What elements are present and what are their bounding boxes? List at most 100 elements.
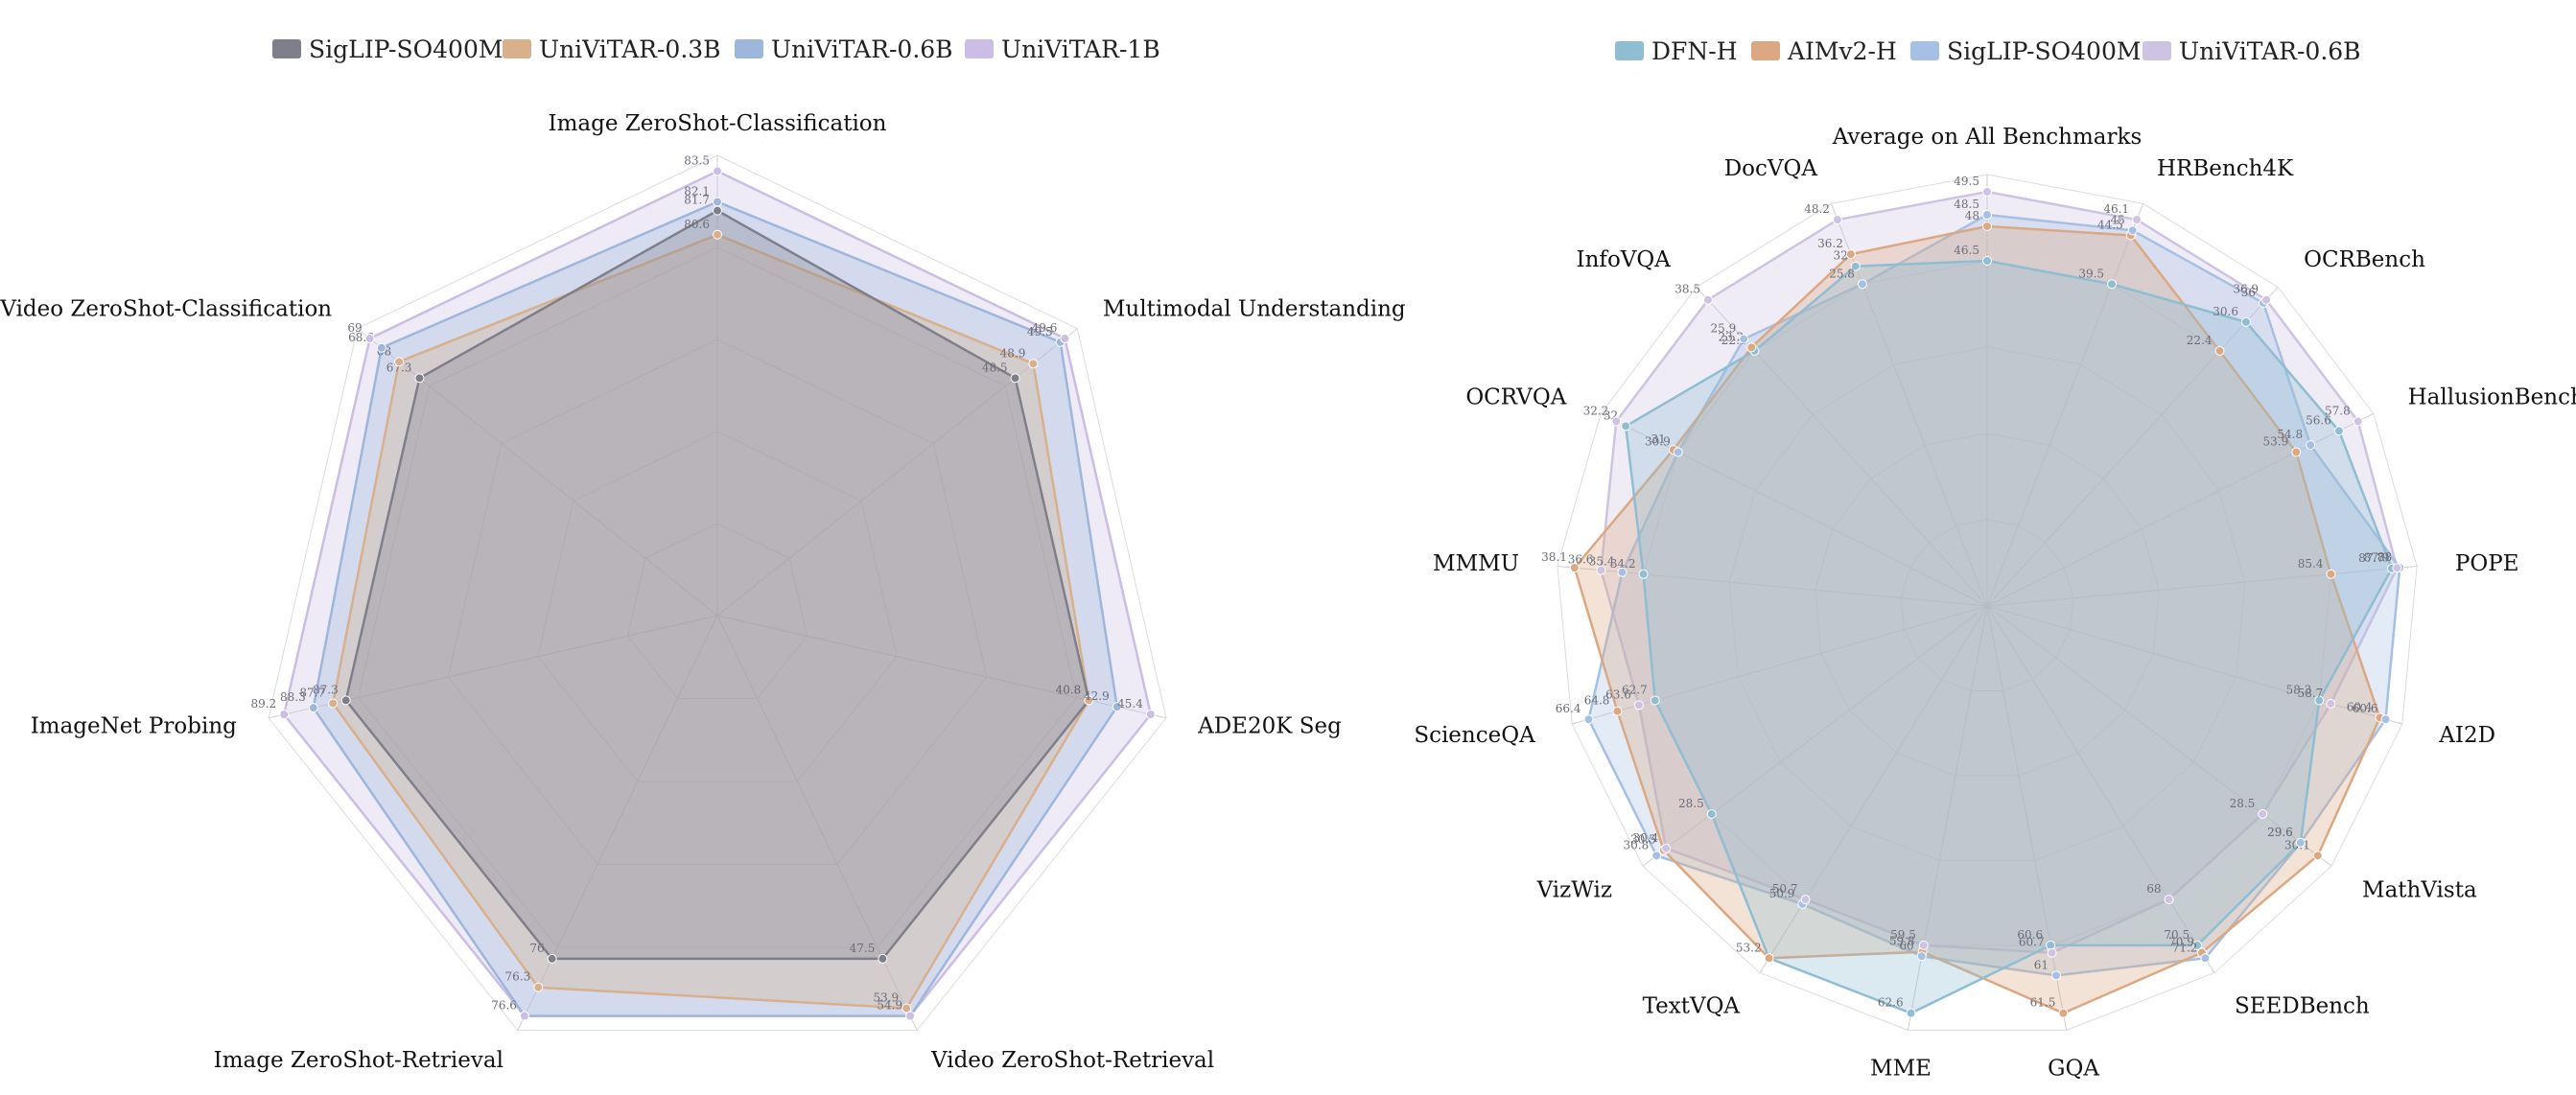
left-point-univitar-0-6b-image-zeroshot-classification[interactable]	[713, 197, 722, 207]
right-axis-label-vizwiz: VizWiz	[1536, 877, 1612, 902]
right-point-dfn-h-average-on-all-benchmarks[interactable]	[1982, 256, 1992, 266]
right-point-univitar-0-6b-pope[interactable]	[2392, 563, 2402, 573]
right-point-dfn-h-hallusionbench[interactable]	[2333, 426, 2344, 436]
left-point-univitar-0-3b-imagenet-probing[interactable]	[328, 698, 339, 709]
right-point-dfn-h-ocrvqa[interactable]	[1621, 421, 1631, 431]
right-point-aimv2-h-mmmu[interactable]	[1569, 563, 1580, 573]
right-point-siglip-so400m-vizwiz[interactable]	[1651, 850, 1662, 861]
right-point-dfn-h-mme[interactable]	[1906, 1008, 1916, 1018]
left-point-univitar-1b-video-zeroshot-retrieval[interactable]	[905, 1011, 916, 1021]
left-point-siglip-so400m-image-zeroshot-classification[interactable]	[713, 205, 722, 216]
right-series-area-siglip-so400m[interactable]	[1587, 213, 2401, 977]
left-point-siglip-so400m-imagenet-probing[interactable]	[340, 695, 351, 706]
left-legend-item-univitar-1b[interactable]: UniViTAR-1B	[965, 35, 1160, 63]
right-point-dfn-h-seedbench[interactable]	[2192, 940, 2203, 950]
right-point-aimv2-h-average-on-all-benchmarks[interactable]	[1982, 221, 1992, 231]
right-point-siglip-so400m-scienceqa[interactable]	[1583, 714, 1594, 725]
right-point-siglip-so400m-mmmu[interactable]	[1617, 567, 1628, 577]
right-point-siglip-so400m-infovqa[interactable]	[1739, 334, 1749, 344]
left-point-univitar-0-3b-image-zeroshot-retrieval[interactable]	[533, 982, 544, 992]
left-series-area-univitar-0-6b[interactable]	[312, 200, 1119, 1017]
right-point-siglip-so400m-docvqa[interactable]	[1857, 279, 1867, 290]
left-point-univitar-1b-image-zeroshot-retrieval[interactable]	[519, 1011, 529, 1021]
right-point-siglip-so400m-ocrvqa[interactable]	[1673, 447, 1683, 457]
right-point-siglip-so400m-average-on-all-benchmarks[interactable]	[1982, 210, 1992, 220]
left-legend-item-siglip[interactable]: SigLIP-SO400M	[272, 35, 503, 63]
right-value-label-dfn-h-docvqa: 32	[1833, 249, 1847, 263]
right-legend-item-dfn[interactable]: DFN-H	[1615, 37, 1738, 65]
right-series-area-univitar-0-6b[interactable]	[1600, 190, 2399, 955]
right-point-univitar-0-6b-ocrbench[interactable]	[2261, 294, 2272, 305]
left-series-area-siglip-so400m[interactable]	[344, 209, 1090, 961]
right-point-univitar-0-6b-average-on-all-benchmarks[interactable]	[1982, 187, 1992, 197]
left-point-siglip-so400m-multimodal-understanding[interactable]	[1010, 373, 1020, 384]
right-point-aimv2-h-gqa[interactable]	[2058, 1008, 2069, 1018]
left-point-univitar-0-6b-ade20k-seg[interactable]	[1112, 702, 1122, 712]
right-point-univitar-0-6b-vizwiz[interactable]	[1661, 843, 1672, 853]
right-point-dfn-h-scienceqa[interactable]	[1650, 695, 1660, 706]
right-point-dfn-h-hrbench4k[interactable]	[2107, 279, 2118, 290]
right-point-dfn-h-ocrbench[interactable]	[2240, 316, 2251, 327]
right-legend-item-siglip[interactable]: SigLIP-SO400M	[1910, 37, 2141, 65]
right-point-aimv2-h-textvqa[interactable]	[1764, 953, 1774, 964]
right-point-siglip-so400m-ai2d[interactable]	[2380, 714, 2391, 725]
right-point-univitar-0-6b-ocrvqa[interactable]	[1611, 416, 1622, 427]
right-point-univitar-0-6b-mathvista[interactable]	[2258, 808, 2268, 819]
left-point-univitar-0-3b-image-zeroshot-classification[interactable]	[713, 229, 722, 240]
right-point-siglip-so400m-hrbench4k[interactable]	[2127, 225, 2138, 236]
left-legend-item-univitar-06b[interactable]: UniViTAR-0.6B	[735, 35, 953, 63]
right-axis-label-scienceqa: ScienceQA	[1414, 723, 1535, 748]
right-axis-label-infovqa: InfoVQA	[1577, 247, 1672, 272]
right-point-siglip-so400m-mathvista[interactable]	[2295, 837, 2306, 848]
right-point-dfn-h-vizwiz[interactable]	[1706, 808, 1717, 819]
right-point-univitar-0-6b-hrbench4k[interactable]	[2132, 215, 2143, 225]
right-point-univitar-0-6b-mmmu[interactable]	[1596, 565, 1606, 575]
left-point-univitar-1b-imagenet-probing[interactable]	[279, 710, 290, 720]
right-point-siglip-so400m-gqa[interactable]	[2051, 970, 2062, 981]
left-point-univitar-0-6b-video-zeroshot-classification[interactable]	[376, 342, 386, 353]
right-series-area-aimv2-h[interactable]	[1573, 224, 2381, 1015]
right-point-aimv2-h-infovqa[interactable]	[1746, 342, 1757, 353]
right-point-aimv2-h-docvqa[interactable]	[1845, 249, 1856, 260]
right-legend-item-univitar-06b[interactable]: UniViTAR-0.6B	[2143, 37, 2361, 65]
left-point-siglip-so400m-video-zeroshot-classification[interactable]	[414, 373, 425, 384]
left-point-univitar-1b-ade20k-seg[interactable]	[1145, 710, 1156, 720]
right-point-univitar-0-6b-mme[interactable]	[1918, 940, 1929, 950]
right-point-univitar-0-6b-hallusionbench[interactable]	[2353, 416, 2363, 427]
right-point-siglip-so400m-hallusionbench[interactable]	[2306, 440, 2316, 451]
right-point-siglip-so400m-mme[interactable]	[1916, 951, 1927, 962]
right-legend-item-aimv2[interactable]: AIMv2-H	[1751, 37, 1897, 65]
right-point-dfn-h-docvqa[interactable]	[1850, 261, 1861, 271]
right-point-siglip-so400m-seedbench[interactable]	[2200, 953, 2211, 964]
right-point-univitar-0-6b-textvqa[interactable]	[1800, 895, 1811, 905]
right-point-aimv2-h-scienceqa[interactable]	[1612, 706, 1623, 716]
right-series-area-dfn-h[interactable]	[1624, 259, 2394, 1015]
left-point-univitar-0-3b-ade20k-seg[interactable]	[1084, 695, 1094, 706]
right-point-univitar-0-6b-scienceqa[interactable]	[1633, 700, 1644, 711]
left-legend-item-univitar-03b[interactable]: UniViTAR-0.3B	[503, 35, 721, 63]
right-value-label-dfn-h-gqa: 60.6	[2017, 928, 2043, 942]
left-point-univitar-0-3b-video-zeroshot-classification[interactable]	[394, 357, 405, 367]
right-point-univitar-0-6b-gqa[interactable]	[2047, 947, 2057, 958]
right-value-label-univitar-0-6b-ai2d: 58.7	[2298, 687, 2324, 700]
left-point-univitar-1b-multimodal-understanding[interactable]	[1060, 334, 1070, 344]
left-point-univitar-1b-image-zeroshot-classification[interactable]	[713, 166, 722, 176]
right-point-aimv2-h-hallusionbench[interactable]	[2291, 447, 2302, 457]
right-point-aimv2-h-mathvista[interactable]	[2312, 850, 2323, 861]
right-point-aimv2-h-ocrbench[interactable]	[2214, 345, 2225, 356]
right-point-univitar-0-6b-seedbench[interactable]	[2164, 895, 2174, 905]
left-point-siglip-so400m-video-zeroshot-retrieval[interactable]	[878, 953, 888, 964]
right-point-univitar-0-6b-docvqa[interactable]	[1832, 215, 1842, 225]
left-point-siglip-so400m-image-zeroshot-retrieval[interactable]	[547, 953, 557, 964]
left-point-univitar-1b-video-zeroshot-classification[interactable]	[364, 334, 375, 344]
right-point-univitar-0-6b-ai2d[interactable]	[2326, 698, 2336, 709]
left-axis-label-video-zeroshot-classification: Video ZeroShot-Classification	[0, 297, 332, 322]
right-point-univitar-0-6b-infovqa[interactable]	[1702, 294, 1713, 305]
left-series-area-univitar-0-3b[interactable]	[331, 233, 1090, 1010]
left-point-univitar-0-3b-video-zeroshot-retrieval[interactable]	[902, 1003, 912, 1013]
right-point-aimv2-h-pope[interactable]	[2326, 569, 2336, 579]
left-point-univitar-0-3b-multimodal-understanding[interactable]	[1028, 359, 1039, 369]
right-point-dfn-h-mmmu[interactable]	[1638, 569, 1649, 579]
right-point-dfn-h-ai2d[interactable]	[2314, 695, 2325, 706]
left-point-univitar-0-6b-imagenet-probing[interactable]	[308, 703, 318, 713]
